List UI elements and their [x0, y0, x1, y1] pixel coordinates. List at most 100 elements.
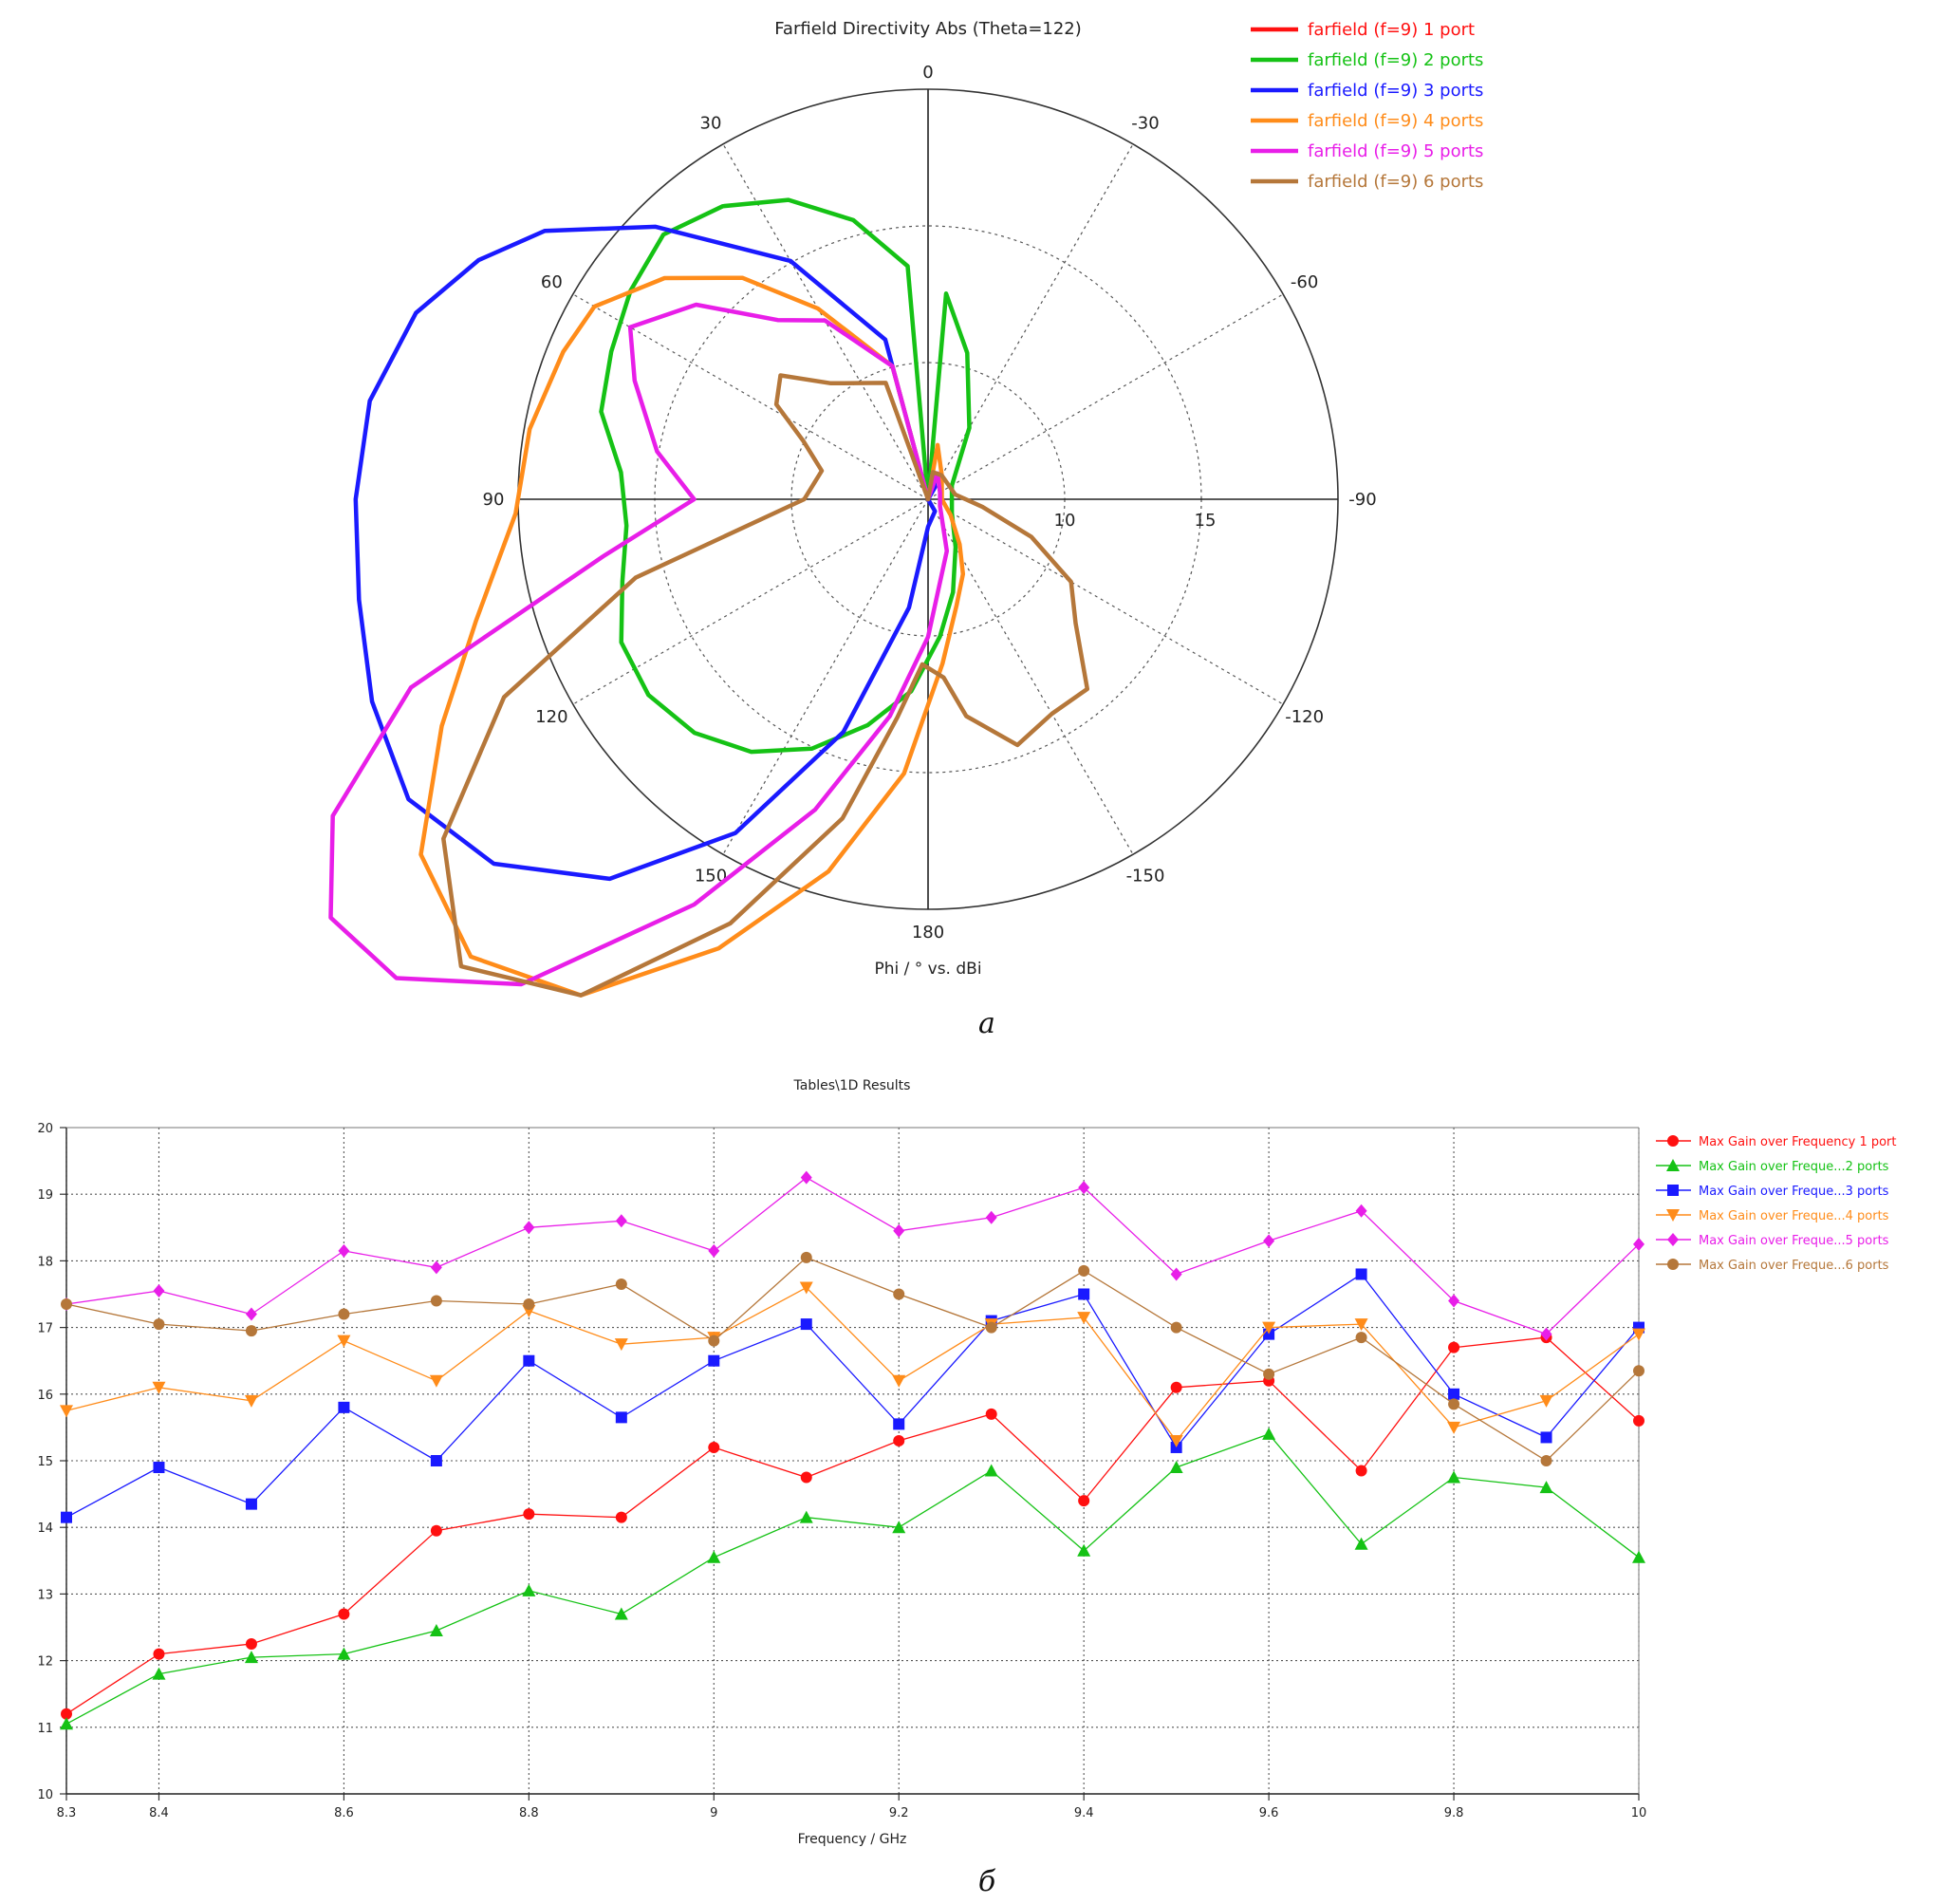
line-point [615, 1214, 627, 1228]
line-point [523, 1508, 535, 1521]
polar-chart: Farfield Directivity Abs (Theta=122) 0 -3… [328, 19, 1483, 998]
line-point [430, 1524, 442, 1537]
line-series-line [65, 1257, 1640, 1462]
line-point [984, 1464, 998, 1477]
line-point [1355, 1332, 1367, 1344]
line-point [1667, 1135, 1679, 1147]
line-point [799, 1281, 813, 1295]
line-point [523, 1354, 535, 1367]
polar-spoke-30 [927, 143, 1134, 500]
line-point [1262, 1321, 1276, 1335]
polar-angle-label: -90 [1348, 490, 1376, 510]
polar-radial-label: 10 [1054, 511, 1076, 531]
polar-angle-label: -30 [1131, 113, 1159, 133]
caption-b: б [978, 1865, 996, 1898]
line-point [1448, 1398, 1460, 1410]
line-point [1169, 1461, 1183, 1474]
line-point [1170, 1381, 1182, 1393]
line-point [430, 1455, 442, 1466]
line-point [429, 1624, 443, 1637]
polar-angle-label: 90 [483, 490, 505, 510]
polar-spoke-120 [927, 498, 1284, 705]
line-point [523, 1221, 535, 1235]
line-point [245, 1325, 257, 1337]
polar-legend: farfield (f=9) 1 port farfield (f=9) 2 po… [1251, 20, 1483, 192]
polar-spoke-60 [927, 293, 1284, 500]
line-point [245, 1307, 257, 1321]
line-point [337, 1647, 351, 1660]
line-xtick-label: 8.4 [149, 1806, 169, 1820]
line-point [893, 1288, 905, 1300]
line-point [244, 1651, 258, 1664]
polar-spoke-240 [572, 498, 929, 705]
line-point [708, 1243, 720, 1258]
line-chart-xlabel: Frequency / GHz [798, 1832, 907, 1847]
line-ytick-label: 17 [37, 1322, 53, 1336]
polar-angle-label: 60 [541, 272, 563, 292]
line-point [1540, 1327, 1552, 1341]
polar-legend-label: farfield (f=9) 2 ports [1308, 50, 1483, 70]
line-point [338, 1308, 350, 1320]
line-point [892, 1374, 906, 1388]
line-point [1355, 1204, 1367, 1218]
line-point [1633, 1237, 1644, 1251]
line-xtick-label: 8.8 [519, 1806, 539, 1820]
line-series-line [65, 1433, 1640, 1725]
polar-legend-label: farfield (f=9) 4 ports [1308, 111, 1483, 131]
polar-series [328, 197, 1090, 998]
line-series-line [65, 1336, 1640, 1715]
line-chart-title: Tables\1D Results [793, 1078, 911, 1093]
line-point [893, 1223, 905, 1238]
polar-angle-label: -150 [1126, 867, 1165, 887]
line-point [60, 1717, 73, 1730]
line-ytick-label: 18 [37, 1255, 53, 1269]
line-point [985, 1408, 997, 1420]
polar-angle-label: 150 [695, 867, 727, 887]
line-point [985, 1210, 997, 1224]
line-ytick-label: 14 [37, 1521, 53, 1536]
line-point [614, 1607, 628, 1620]
line-point [1448, 1341, 1460, 1353]
polar-series-curve [441, 373, 1090, 998]
line-ytick-label: 16 [37, 1389, 53, 1403]
line-point [893, 1434, 905, 1447]
line-point [1355, 1268, 1367, 1280]
line-point [1539, 1481, 1553, 1494]
polar-spoke-210 [722, 498, 929, 855]
line-point [430, 1260, 442, 1275]
line-point [1078, 1288, 1090, 1300]
line-xtick-label: 9.4 [1074, 1806, 1094, 1820]
line-xtick-label: 9.6 [1259, 1806, 1279, 1820]
line-series [60, 1170, 1645, 1730]
polar-angle-label: 30 [700, 113, 722, 133]
polar-angle-labels: 0 -30 -60 -90 -120 -150 180 150 120 90 60 30 [483, 63, 1377, 943]
polar-legend-label: farfield (f=9) 1 port [1308, 20, 1475, 40]
line-ytick-label: 13 [37, 1588, 53, 1602]
line-legend-label: Max Gain over Freque...6 ports [1699, 1259, 1889, 1273]
line-point [1447, 1421, 1461, 1434]
polar-spoke-330 [722, 143, 929, 500]
line-point [1632, 1328, 1645, 1341]
line-point [1667, 1259, 1679, 1270]
line-point [1078, 1264, 1090, 1277]
line-point [1633, 1414, 1644, 1427]
line-ytick-label: 20 [37, 1122, 53, 1136]
line-point [152, 1381, 166, 1394]
line-point [892, 1521, 906, 1534]
line-legend-label: Max Gain over Freque...5 ports [1699, 1234, 1889, 1248]
line-point [244, 1394, 258, 1408]
line-point [153, 1648, 165, 1660]
line-point [1354, 1537, 1368, 1550]
line-point [153, 1462, 165, 1474]
line-legend: Max Gain over Frequency 1 port Max Gain o… [1656, 1135, 1897, 1273]
line-point [1448, 1294, 1460, 1308]
line-point [1666, 1209, 1680, 1222]
line-point [430, 1295, 442, 1307]
line-point [1447, 1470, 1461, 1484]
polar-series-curve [328, 302, 950, 987]
line-xtick-label: 9 [710, 1806, 717, 1820]
polar-radial-label: 15 [1195, 511, 1217, 531]
line-grid [60, 1127, 1640, 1801]
polar-legend-label: farfield (f=9) 5 ports [1308, 141, 1483, 161]
line-point [800, 1170, 812, 1185]
